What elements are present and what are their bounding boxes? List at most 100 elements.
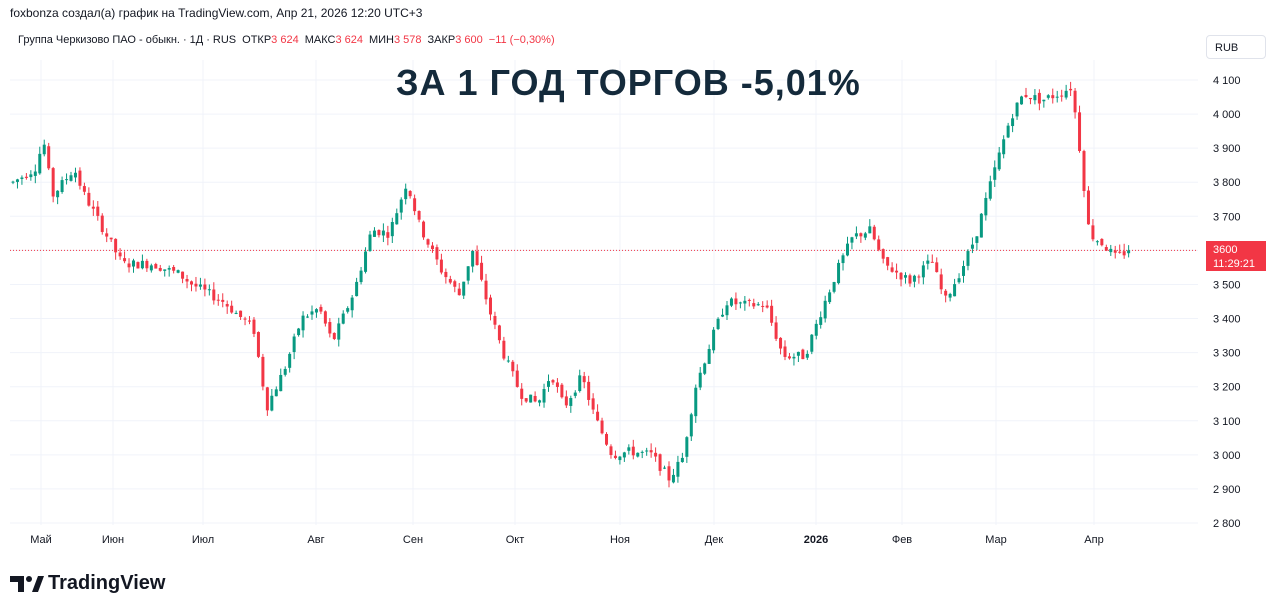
candle-body <box>194 283 198 287</box>
candle-body <box>613 455 617 459</box>
candle-body <box>323 311 327 324</box>
candle-body <box>1037 92 1041 104</box>
candle-body <box>966 251 970 266</box>
candle-body <box>1113 250 1117 253</box>
candle-body <box>38 153 42 174</box>
candle-body <box>930 261 934 263</box>
candle-body <box>484 280 488 300</box>
candle-body <box>787 356 791 359</box>
candle-body <box>792 356 796 359</box>
candle-body <box>591 398 595 410</box>
low-label: МИН <box>368 34 394 46</box>
close-value: 3 600 <box>455 34 483 46</box>
candle-body <box>364 251 368 272</box>
currency-button[interactable]: RUB <box>1206 35 1266 59</box>
candle-body <box>953 284 957 297</box>
candle-body <box>854 233 858 237</box>
candle-body <box>890 267 894 272</box>
candle-body <box>306 316 310 318</box>
bar-countdown: 11:29:21 <box>1213 258 1256 270</box>
candle-body <box>475 251 479 266</box>
x-tick-label: Фев <box>892 534 912 546</box>
candle-body <box>957 278 961 283</box>
candle-body <box>439 259 443 273</box>
candle-body <box>457 288 461 296</box>
x-tick-label: Авг <box>307 534 324 546</box>
candle-body <box>618 456 622 461</box>
candle-body <box>1024 94 1028 97</box>
chart-grid <box>10 60 1198 525</box>
candle-body <box>796 351 800 356</box>
candle-body <box>274 389 278 397</box>
candle-body <box>747 299 751 301</box>
low-value: 3 578 <box>393 34 422 46</box>
candle-body <box>734 298 738 305</box>
y-tick-label: 3 900 <box>1213 143 1241 155</box>
x-tick-label: Июл <box>192 534 214 546</box>
candle-body <box>198 284 202 287</box>
candle-body <box>649 450 653 453</box>
created-by-note: foxbonza создал(а) график на TradingView… <box>10 6 423 20</box>
candle-body <box>239 310 243 318</box>
candle-body <box>341 313 345 324</box>
candle-body <box>921 265 925 278</box>
candle-body <box>761 305 765 307</box>
candle-body <box>29 174 33 178</box>
symbol-name: Группа Черкизово ПАО - обыкн. <box>18 34 180 46</box>
candle-body <box>631 446 635 456</box>
y-tick-label: 3 500 <box>1213 279 1241 291</box>
legend-separator: · <box>182 34 187 46</box>
candle-body <box>1091 225 1095 240</box>
candle-body <box>42 144 46 155</box>
candle-body <box>515 370 519 387</box>
candle-body <box>832 282 836 292</box>
candle-body <box>466 266 470 281</box>
candle-body <box>1055 96 1059 98</box>
headline: ЗА 1 ГОД ТОРГОВ -5,01% <box>396 62 861 103</box>
candle-body <box>962 266 966 276</box>
candle-body <box>265 387 269 411</box>
symbol-exchange: RUS <box>212 34 237 46</box>
candle-body <box>100 215 104 232</box>
candle-body <box>1100 238 1104 246</box>
candle-body <box>435 247 439 260</box>
candle-body <box>1073 90 1077 113</box>
tradingview-wordmark: TradingView <box>48 572 166 594</box>
candle-body <box>716 318 720 329</box>
candle-body <box>524 398 528 402</box>
symbol-legend[interactable]: Группа Черкизово ПАО - обыкн. · 1Д · RUS… <box>18 34 555 46</box>
close-label: ЗАКР <box>427 34 456 46</box>
candle-body <box>69 175 73 181</box>
candle-body <box>176 270 180 273</box>
candle-body <box>850 237 854 243</box>
candle-body <box>395 213 399 225</box>
candle-body <box>685 437 689 457</box>
candle-body <box>654 452 658 457</box>
tradingview-logo[interactable]: TradingView <box>10 572 165 595</box>
y-tick-label: 3 000 <box>1213 450 1241 462</box>
candle-body <box>319 306 323 312</box>
candle-body <box>578 375 582 392</box>
candles <box>11 81 1131 488</box>
candle-body <box>328 322 332 334</box>
candle-body <box>359 270 363 283</box>
candle-body <box>163 269 167 271</box>
candle-body <box>51 168 55 197</box>
candle-body <box>256 332 260 357</box>
candle-body <box>33 171 37 176</box>
candle-body <box>564 396 568 406</box>
y-tick-label: 4 100 <box>1213 75 1241 87</box>
candle-body <box>756 304 760 306</box>
candle-body <box>658 454 662 471</box>
candle-body <box>1006 125 1010 138</box>
candle-body <box>805 353 809 358</box>
candle-body <box>248 320 252 322</box>
candle-body <box>87 192 91 206</box>
candle-body <box>904 275 907 278</box>
candle-body <box>1046 95 1050 98</box>
candle-body <box>542 389 546 403</box>
x-tick-label: 2026 <box>804 534 828 546</box>
candle-body <box>225 304 229 307</box>
candle-body <box>939 274 943 290</box>
